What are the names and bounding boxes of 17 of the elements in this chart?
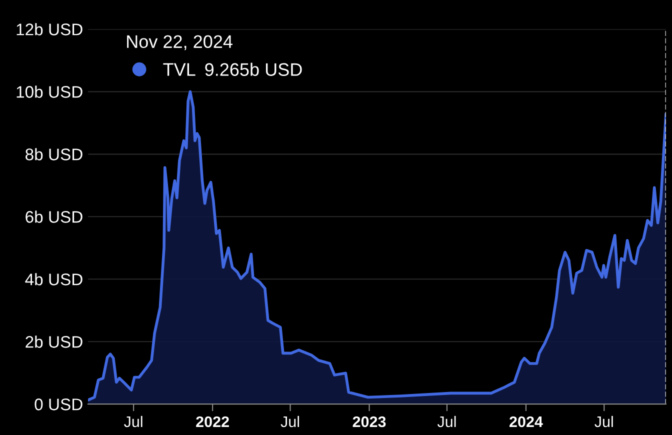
y-tick-label: 6b USD <box>26 210 82 223</box>
x-tick-label: Jul <box>124 416 142 428</box>
x-tick-label: Jul <box>437 416 456 428</box>
x-tick-label: 2022 <box>196 416 229 428</box>
y-tick-label: 12b USD <box>16 23 82 36</box>
y-tick-label: 8b USD <box>26 148 82 160</box>
legend-label: TVL <box>163 63 196 76</box>
annotation: 9.265b USD <box>205 62 302 76</box>
y-tick-label: 0 USD <box>34 398 82 410</box>
x-tick-label: Jul <box>594 416 613 428</box>
x-tick-label: 2023 <box>352 416 386 428</box>
x-tick-label: 2024 <box>510 416 543 428</box>
y-tick-label: 2b USD <box>26 336 82 348</box>
y-tick-label: 10b USD <box>16 86 82 98</box>
x-tick-label: Jul <box>280 416 300 428</box>
y-tick-label: 4b USD <box>25 273 82 286</box>
annotation: Nov 22, 2024 <box>127 35 232 50</box>
